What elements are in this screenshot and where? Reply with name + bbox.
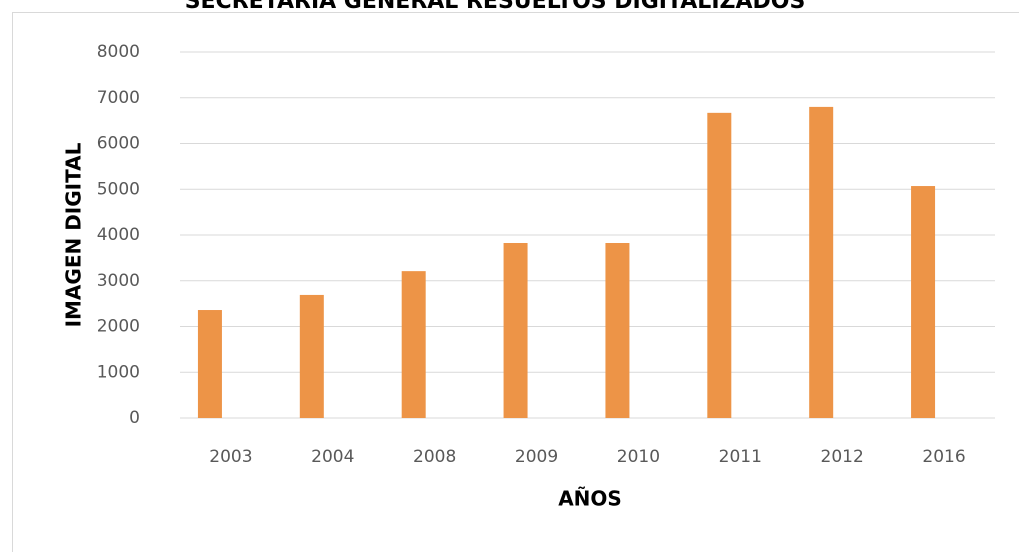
bar bbox=[707, 112, 732, 418]
bar bbox=[605, 243, 630, 418]
bar bbox=[911, 186, 936, 418]
x-tick-label: 2008 bbox=[413, 447, 456, 467]
bar bbox=[401, 271, 426, 418]
y-tick-label: 4000 bbox=[97, 225, 140, 245]
x-axis-title: AÑOS bbox=[558, 487, 622, 511]
x-tick-label: 2010 bbox=[617, 447, 660, 467]
y-tick-label: 3000 bbox=[97, 271, 140, 291]
x-tick-label: 2011 bbox=[719, 447, 762, 467]
bar bbox=[299, 294, 324, 418]
bar bbox=[197, 310, 222, 418]
y-tick-label: 2000 bbox=[97, 317, 140, 337]
chart-title: SECRETARIA GENERAL RESUELTOS DIGITALIZAD… bbox=[185, 0, 806, 14]
y-tick-label: 1000 bbox=[97, 362, 140, 382]
y-tick-label: 6000 bbox=[97, 134, 140, 154]
x-tick-label: 2004 bbox=[311, 447, 354, 467]
bar bbox=[809, 106, 834, 419]
y-tick-label: 8000 bbox=[97, 42, 140, 62]
y-tick-label: 0 bbox=[129, 408, 140, 428]
y-tick-label: 7000 bbox=[97, 88, 140, 108]
x-tick-label: 2016 bbox=[922, 447, 965, 467]
x-tick-label: 2003 bbox=[209, 447, 252, 467]
bar bbox=[503, 243, 528, 418]
y-axis-title: IMAGEN DIGITAL bbox=[62, 142, 86, 327]
x-tick-label: 2009 bbox=[515, 447, 558, 467]
y-tick-label: 5000 bbox=[97, 179, 140, 199]
x-tick-label: 2012 bbox=[821, 447, 864, 467]
